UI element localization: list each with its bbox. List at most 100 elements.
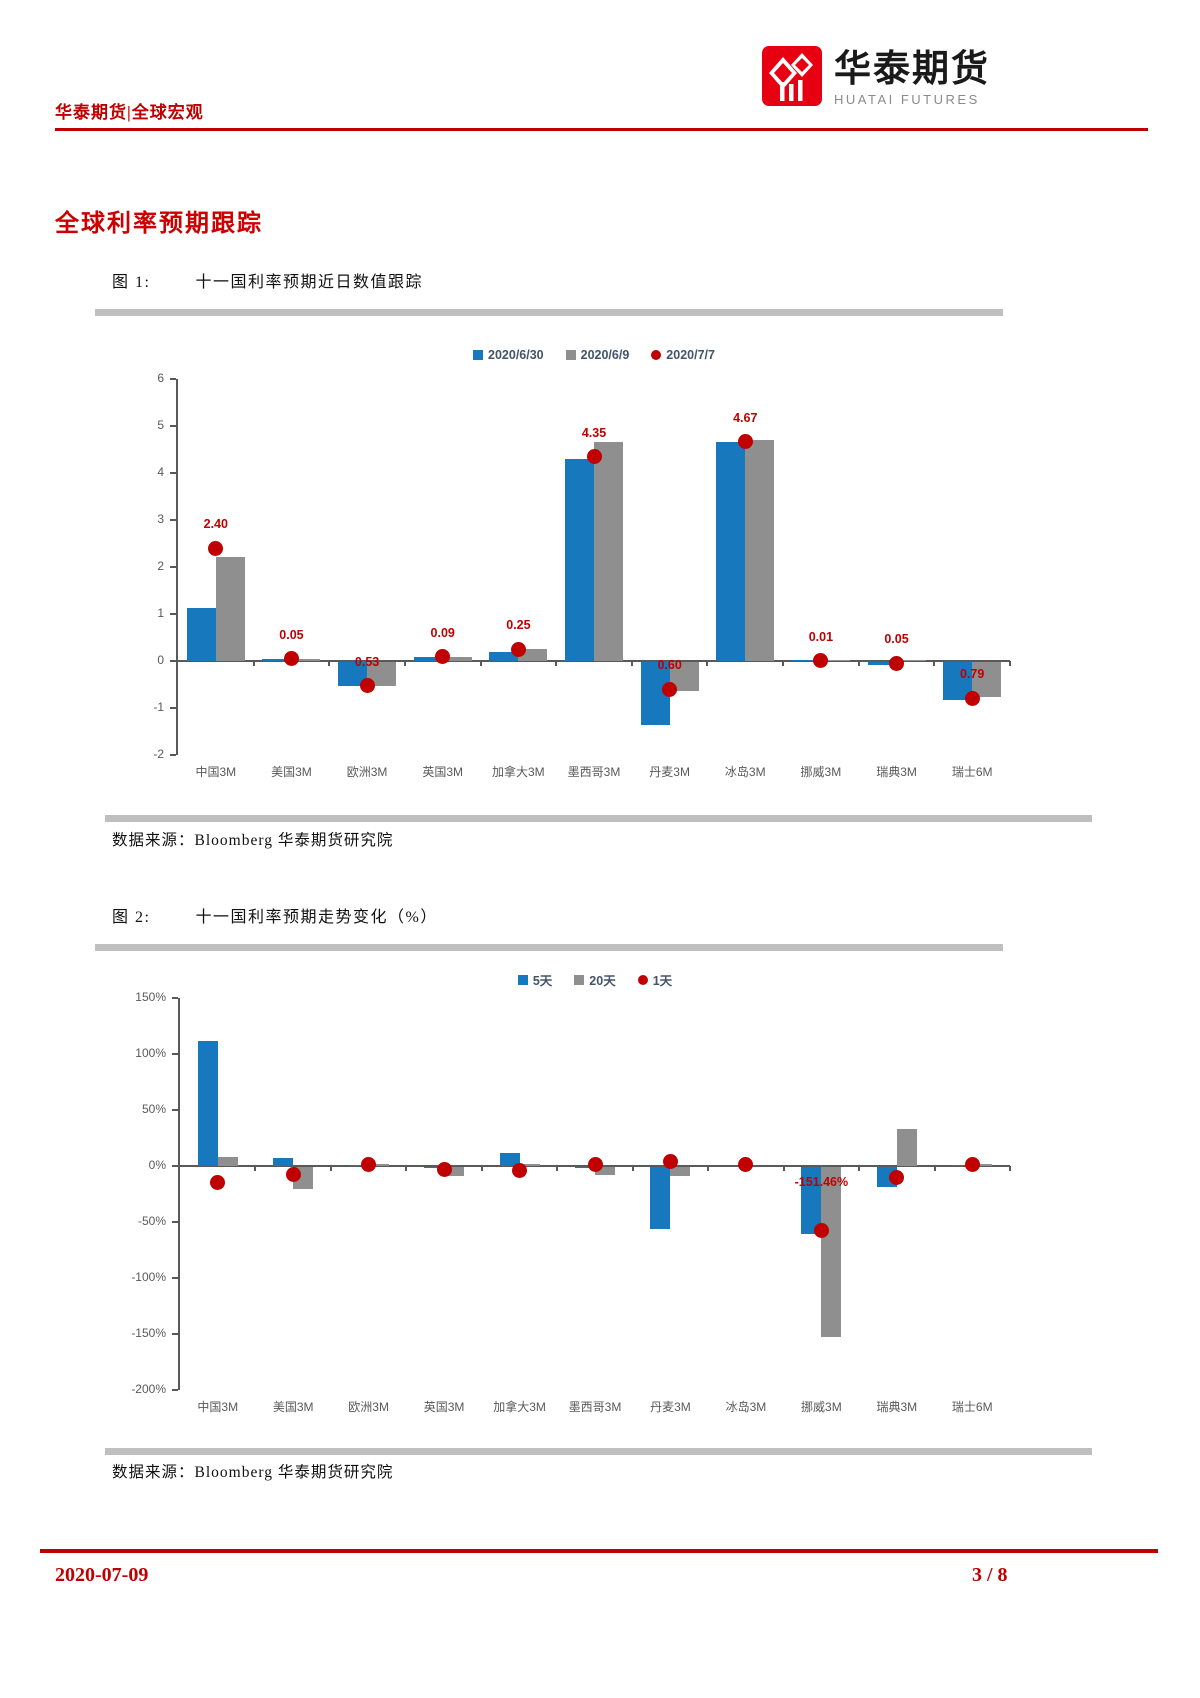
bar-series-0 — [801, 1167, 822, 1235]
data-point-dot — [738, 1157, 754, 1173]
y-tick-label: -100% — [131, 1270, 166, 1284]
breadcrumb: 华泰期货|全球宏观 — [55, 103, 204, 122]
x-category-label: 欧洲3M — [346, 765, 388, 779]
figure2-label: 图 2: — [112, 909, 151, 926]
data-point-dot — [285, 1167, 301, 1183]
bar-series-0 — [650, 1167, 671, 1229]
x-axis-tick — [329, 1166, 332, 1171]
bar-series-1 — [217, 1157, 238, 1166]
x-category-label: 丹麦3M — [649, 765, 690, 779]
legend-item: 2020/6/9 — [565, 348, 629, 362]
x-category-label: 瑞士6M — [951, 1400, 993, 1414]
chart-legend: 2020/6/30 2020/6/9 2020/7/7 — [178, 348, 1010, 362]
x-axis-tick — [252, 661, 255, 666]
x-axis-tick — [403, 661, 406, 666]
y-tick-label: 2 — [157, 559, 164, 573]
x-axis-tick — [857, 661, 860, 666]
data-point-dot — [889, 1169, 905, 1185]
bar-series-1 — [594, 441, 623, 661]
y-axis-tick — [170, 378, 176, 380]
x-category-label: 丹麦3M — [650, 1400, 691, 1414]
data-point-label: 0.01 — [808, 629, 834, 644]
y-axis-tick — [172, 1053, 178, 1055]
x-category-label: 冰岛3M — [724, 765, 766, 779]
x-axis-tick — [480, 1166, 483, 1171]
x-axis-tick — [556, 1166, 559, 1171]
data-point-dot — [436, 1161, 452, 1177]
x-category-label: 加拿大3M — [492, 765, 545, 779]
data-point-dot — [889, 655, 905, 671]
legend-square-marker-icon — [574, 974, 585, 985]
data-point-label: 4.35 — [581, 425, 607, 440]
x-axis-tick — [555, 661, 558, 666]
data-point-label: 0.79 — [960, 667, 985, 682]
y-axis-tick — [172, 1165, 178, 1167]
y-axis-tick — [172, 1333, 178, 1335]
bar-series-1 — [444, 1167, 465, 1176]
bar-series-0 — [273, 1158, 294, 1166]
x-axis-tick — [630, 661, 633, 666]
data-point-dot — [208, 540, 224, 556]
y-tick-label: -50% — [137, 1214, 166, 1228]
legend-item: 1天 — [637, 970, 672, 989]
section-title: 全球利率预期跟踪 — [55, 211, 263, 237]
x-axis-tick — [1009, 1166, 1011, 1171]
y-axis-tick — [170, 566, 176, 568]
figure2-caption: 图 2: 十一国利率预期走势变化（%） — [112, 903, 438, 927]
x-axis-tick — [933, 1166, 936, 1171]
bar-series-1 — [745, 439, 775, 661]
bar-series-1 — [519, 1163, 540, 1166]
data-point-dot — [361, 1157, 377, 1173]
x-category-label: 英国3M — [422, 765, 464, 779]
data-point-dot — [510, 641, 526, 657]
legend-label: 20天 — [589, 974, 616, 988]
data-point-dot — [964, 1157, 980, 1173]
bar-series-0 — [867, 662, 897, 666]
x-category-label: 美国3M — [272, 1400, 314, 1414]
y-axis-tick — [170, 472, 176, 474]
bar-series-1 — [595, 1167, 615, 1175]
x-axis-tick — [858, 1166, 861, 1171]
figure2-source: 数据来源：Bloomberg 华泰期货研究院 — [112, 1464, 394, 1481]
x-axis-line — [178, 660, 1010, 662]
bar-series-0 — [186, 608, 216, 661]
x-axis-tick — [405, 1166, 408, 1171]
x-axis-tick — [707, 1166, 710, 1171]
bar-series-1 — [820, 660, 850, 661]
figure1-label: 图 1: — [112, 274, 151, 291]
legend-circle-marker-icon — [637, 974, 648, 985]
data-point-dot — [359, 678, 375, 694]
legend-label: 2020/7/7 — [666, 348, 715, 362]
bar-series-0 — [489, 651, 519, 661]
x-axis-tick — [254, 1166, 257, 1171]
x-category-label: 瑞典3M — [876, 1400, 918, 1414]
y-axis-tick — [172, 1109, 178, 1111]
x-category-label: 挪威3M — [800, 765, 842, 779]
legend-item: 20天 — [574, 970, 616, 989]
bar-series-0 — [952, 1164, 973, 1166]
x-category-label: 墨西哥3M — [568, 1400, 622, 1414]
separator-top-figure1 — [95, 309, 1003, 316]
bar-series-0 — [262, 658, 292, 661]
logo-text-cn: 华泰期货 — [834, 48, 990, 90]
y-axis-tick — [172, 1221, 178, 1223]
y-axis-tick — [172, 997, 178, 999]
separator-bottom-figure2 — [105, 1448, 1092, 1455]
data-point-label: 4.67 — [733, 410, 758, 425]
bar-series-1 — [368, 1163, 389, 1166]
bar-series-0 — [565, 458, 594, 661]
x-axis-tick — [782, 1166, 785, 1171]
chart2-interest-rate-change: 5天 20天 1天 150% 100% 50% 0% -50% -100% -150% -200% -… — [95, 958, 1011, 1420]
data-point-label: 2.40 — [203, 517, 228, 532]
data-point-label: 0.60 — [657, 658, 682, 673]
x-axis-tick — [328, 661, 331, 666]
y-tick-label: 5 — [157, 418, 164, 432]
x-category-label: 欧洲3M — [348, 1400, 389, 1414]
data-point-dot — [662, 681, 678, 697]
legend-circle-marker-icon — [651, 350, 662, 360]
legend-square-marker-icon — [473, 350, 484, 360]
bar-series-1 — [896, 660, 926, 661]
figure1-caption: 图 1: 十一国利率预期近日数值跟踪 — [112, 268, 423, 292]
data-point-label: 0.25 — [506, 618, 531, 633]
